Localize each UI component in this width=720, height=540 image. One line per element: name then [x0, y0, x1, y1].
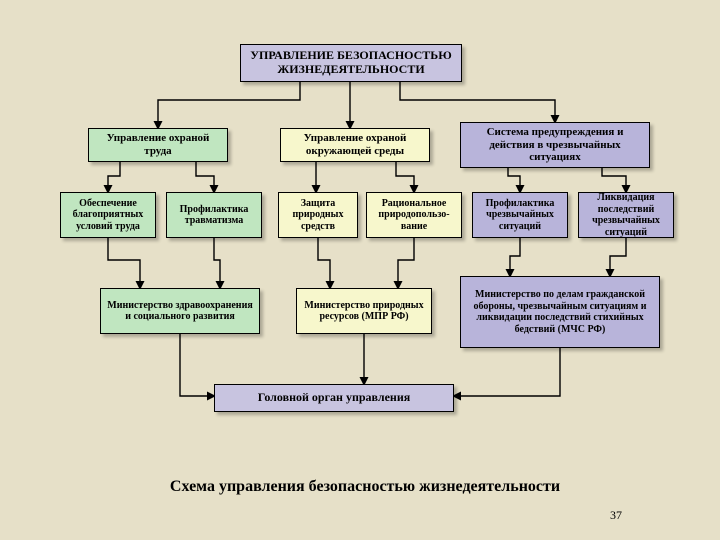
nature-protection: Защита природных средств	[278, 192, 358, 238]
head-authority: Головной орган управления	[214, 384, 454, 412]
favorable-conditions: Обеспечение благоприятных условий труда	[60, 192, 156, 238]
caption: Схема управления безопасностью жизнедеят…	[135, 478, 595, 496]
page-number: 37	[610, 508, 622, 523]
labor-safety-mgmt: Управление охраной труда	[88, 128, 228, 162]
env-safety-mgmt: Управление охраной окружающей среды	[280, 128, 430, 162]
root-box: УПРАВЛЕНИЕ БЕЗОПАСНОСТЬЮ ЖИЗНЕДЕЯТЕЛЬНОС…	[240, 44, 462, 82]
injury-prevention: Профилактика травматизма	[166, 192, 262, 238]
emergency-system: Система предупреждения и действия в чрез…	[460, 122, 650, 168]
ministry-health: Министерство здравоохранения и социально…	[100, 288, 260, 334]
ministry-mchs: Министерство по делам гражданской оборон…	[460, 276, 660, 348]
emergency-prevention: Профилактика чрезвычайных ситуаций	[472, 192, 568, 238]
ministry-nature: Министерство природных ресурсов (МПР РФ)	[296, 288, 432, 334]
emergency-liquidation: Ликвидация последствий чрезвычайных ситу…	[578, 192, 674, 238]
nature-use: Рациональное природопользо-вание	[366, 192, 462, 238]
